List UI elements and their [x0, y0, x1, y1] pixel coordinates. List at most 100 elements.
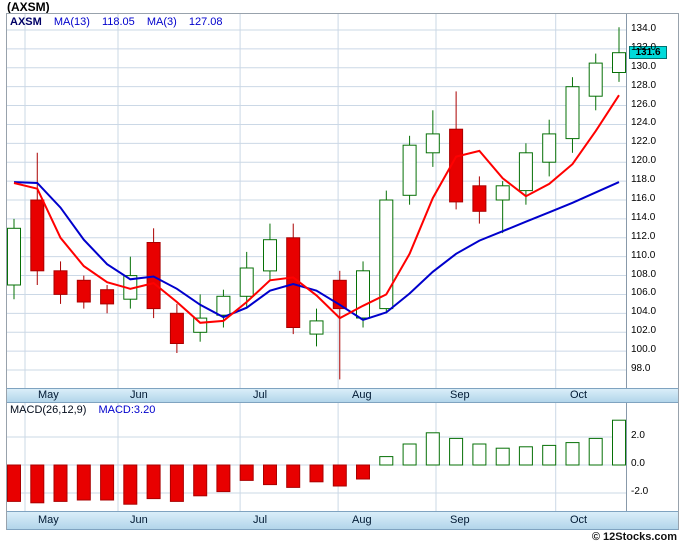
price-axis-label: 106.0 [631, 287, 657, 298]
macd-bar [216, 464, 231, 493]
macd-bar [123, 464, 138, 505]
price-axis-label: 126.0 [631, 99, 657, 110]
candle-body [169, 312, 184, 344]
macd-axis-label: -2.0 [631, 486, 649, 497]
price-axis-label: 102.0 [631, 325, 657, 336]
price-axis-label: 118.0 [631, 174, 656, 185]
candle-body [472, 185, 487, 212]
month-label-may: May [38, 389, 59, 401]
price-axis-label: 112.0 [631, 231, 656, 242]
macd-bar [146, 464, 161, 500]
macd-bar [612, 419, 626, 466]
price-axis-label: 98.0 [631, 363, 651, 374]
ma13-line [13, 181, 620, 321]
macd-bar [100, 464, 115, 501]
price-chart-svg [7, 14, 627, 388]
macd-bar [588, 437, 603, 466]
macd-bar [7, 464, 21, 502]
legend-symbol: AXSM [10, 16, 42, 28]
price-axis-label: 132.0 [631, 42, 657, 53]
candle-body [53, 270, 68, 295]
month-label-aug: Aug [352, 389, 372, 401]
macd-bar [286, 464, 301, 488]
macd-chart-svg [7, 403, 627, 511]
candle-body [216, 295, 231, 316]
price-axis-label: 122.0 [631, 136, 657, 147]
month-axis-bottom: May Jun Jul Aug Sep Oct [7, 511, 678, 530]
month-label-jun: Jun [130, 514, 148, 526]
legend-ma13-value: 118.05 [101, 16, 135, 28]
macd-bar [76, 464, 91, 501]
candle-body [309, 320, 324, 335]
price-chart-legend: AXSM MA(13) 118.05 MA(3) 127.08 [10, 16, 232, 28]
macd-bar [518, 446, 533, 466]
candle-body [332, 279, 347, 310]
macd-legend-label: MACD(26,12,9) [10, 404, 87, 416]
month-label-oct: Oct [570, 389, 588, 401]
price-axis-label: 124.0 [631, 117, 657, 128]
macd-bar [542, 444, 557, 466]
candle-body [286, 237, 301, 328]
macd-bar [425, 432, 440, 466]
candle-body [449, 128, 464, 203]
price-axis-label: 120.0 [631, 155, 657, 166]
copyright-text: © 12Stocks.com [591, 531, 677, 543]
month-label-oct: Oct [570, 514, 588, 526]
price-axis-label: 130.0 [631, 61, 657, 72]
price-axis-label: 108.0 [631, 269, 657, 280]
macd-legend-value: MACD:3.20 [98, 404, 156, 416]
price-axis-label: 114.0 [631, 212, 656, 223]
macd-legend: MACD(26,12,9) MACD:3.20 [10, 404, 164, 416]
candle-body [518, 152, 533, 192]
macd-bar [53, 464, 68, 502]
month-label-jun: Jun [130, 389, 148, 401]
macd-bar [239, 464, 254, 481]
candle-body [588, 62, 603, 97]
candle-body [76, 279, 91, 303]
candle-body [239, 267, 254, 297]
candle-body [402, 144, 417, 196]
month-label-sep: Sep [450, 389, 470, 401]
price-axis-label: 128.0 [631, 80, 657, 91]
price-axis-label: 134.0 [631, 23, 657, 34]
macd-bar [472, 443, 487, 466]
macd-bar [495, 447, 510, 466]
macd-axis-label: 2.0 [631, 430, 645, 441]
macd-bar [169, 464, 184, 502]
price-axis-label: 104.0 [631, 306, 657, 317]
month-label-aug: Aug [352, 514, 372, 526]
ma3-line [13, 94, 620, 324]
page-title: (AXSM) [7, 0, 50, 14]
price-axis-label: 116.0 [631, 193, 656, 204]
month-label-may: May [38, 514, 59, 526]
price-axis-label: 110.0 [631, 250, 656, 261]
candle-body [495, 185, 510, 201]
macd-bar [379, 456, 394, 466]
candle-body [100, 289, 115, 305]
macd-bar [309, 464, 324, 483]
candle-body [30, 199, 45, 272]
candle-body [7, 227, 21, 286]
macd-bar [402, 443, 417, 466]
macd-bar [332, 464, 347, 487]
candle-body [356, 270, 370, 319]
candle-body [379, 199, 394, 310]
candle-body [263, 239, 277, 272]
month-axis-top: May Jun Jul Aug Sep Oct [7, 388, 678, 403]
candle-body [193, 317, 208, 333]
legend-ma13-label: MA(13) [53, 16, 90, 28]
macd-bar [565, 442, 580, 466]
macd-bar [263, 464, 277, 486]
macd-bar [356, 464, 370, 480]
macd-bar [193, 464, 208, 497]
legend-ma3-value: 127.08 [188, 16, 223, 28]
candle-body [565, 86, 580, 140]
legend-ma3-label: MA(3) [146, 16, 177, 28]
month-label-sep: Sep [450, 514, 470, 526]
macd-bar [30, 464, 45, 504]
candle-body [425, 133, 440, 154]
price-axis-label: 100.0 [631, 344, 657, 355]
month-label-jul: Jul [253, 514, 268, 526]
last-price-badge: 131.6 [629, 46, 667, 59]
